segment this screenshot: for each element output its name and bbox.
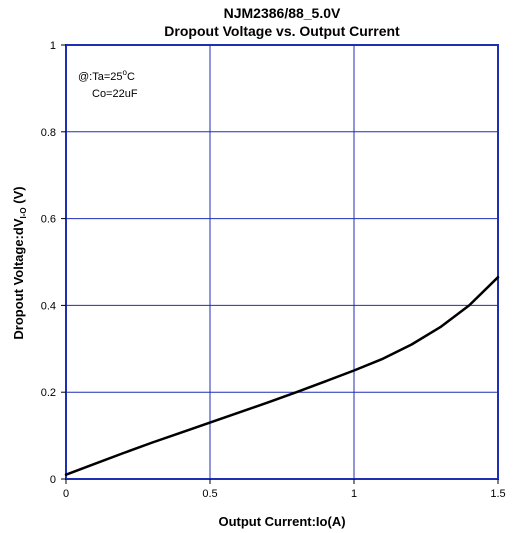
x-tick-label: 0.5 [202, 488, 217, 500]
y-tick-label: 0.4 [41, 300, 56, 312]
y-tick-label: 1 [50, 40, 56, 52]
y-tick-label: 0.2 [41, 387, 56, 399]
x-tick-label: 1.5 [490, 488, 505, 500]
annotation-temperature: @:Ta=25oC [78, 68, 135, 83]
y-tick-label: 0 [50, 474, 56, 486]
chart-title: NJM2386/88_5.0V [224, 5, 341, 21]
x-tick-label: 0 [63, 488, 69, 500]
grid-lines [66, 45, 498, 479]
y-tick-label: 0.6 [41, 214, 56, 226]
y-axis-ticks: 0 0.2 0.4 0.6 0.8 1 [41, 40, 66, 486]
annotation-capacitor: Co=22uF [92, 88, 138, 100]
chart-subtitle: Dropout Voltage vs. Output Current [164, 23, 400, 39]
x-tick-label: 1 [351, 488, 357, 500]
x-axis-ticks: 0 0.5 1 1.5 [63, 479, 506, 500]
series-line [64, 275, 500, 476]
x-axis-label: Output Current:Io(A) [218, 514, 345, 529]
plot-area-frame [65, 44, 499, 480]
y-axis-label: Dropout Voltage:dVI-O (V) [11, 186, 28, 339]
y-tick-label: 0.8 [41, 127, 56, 139]
